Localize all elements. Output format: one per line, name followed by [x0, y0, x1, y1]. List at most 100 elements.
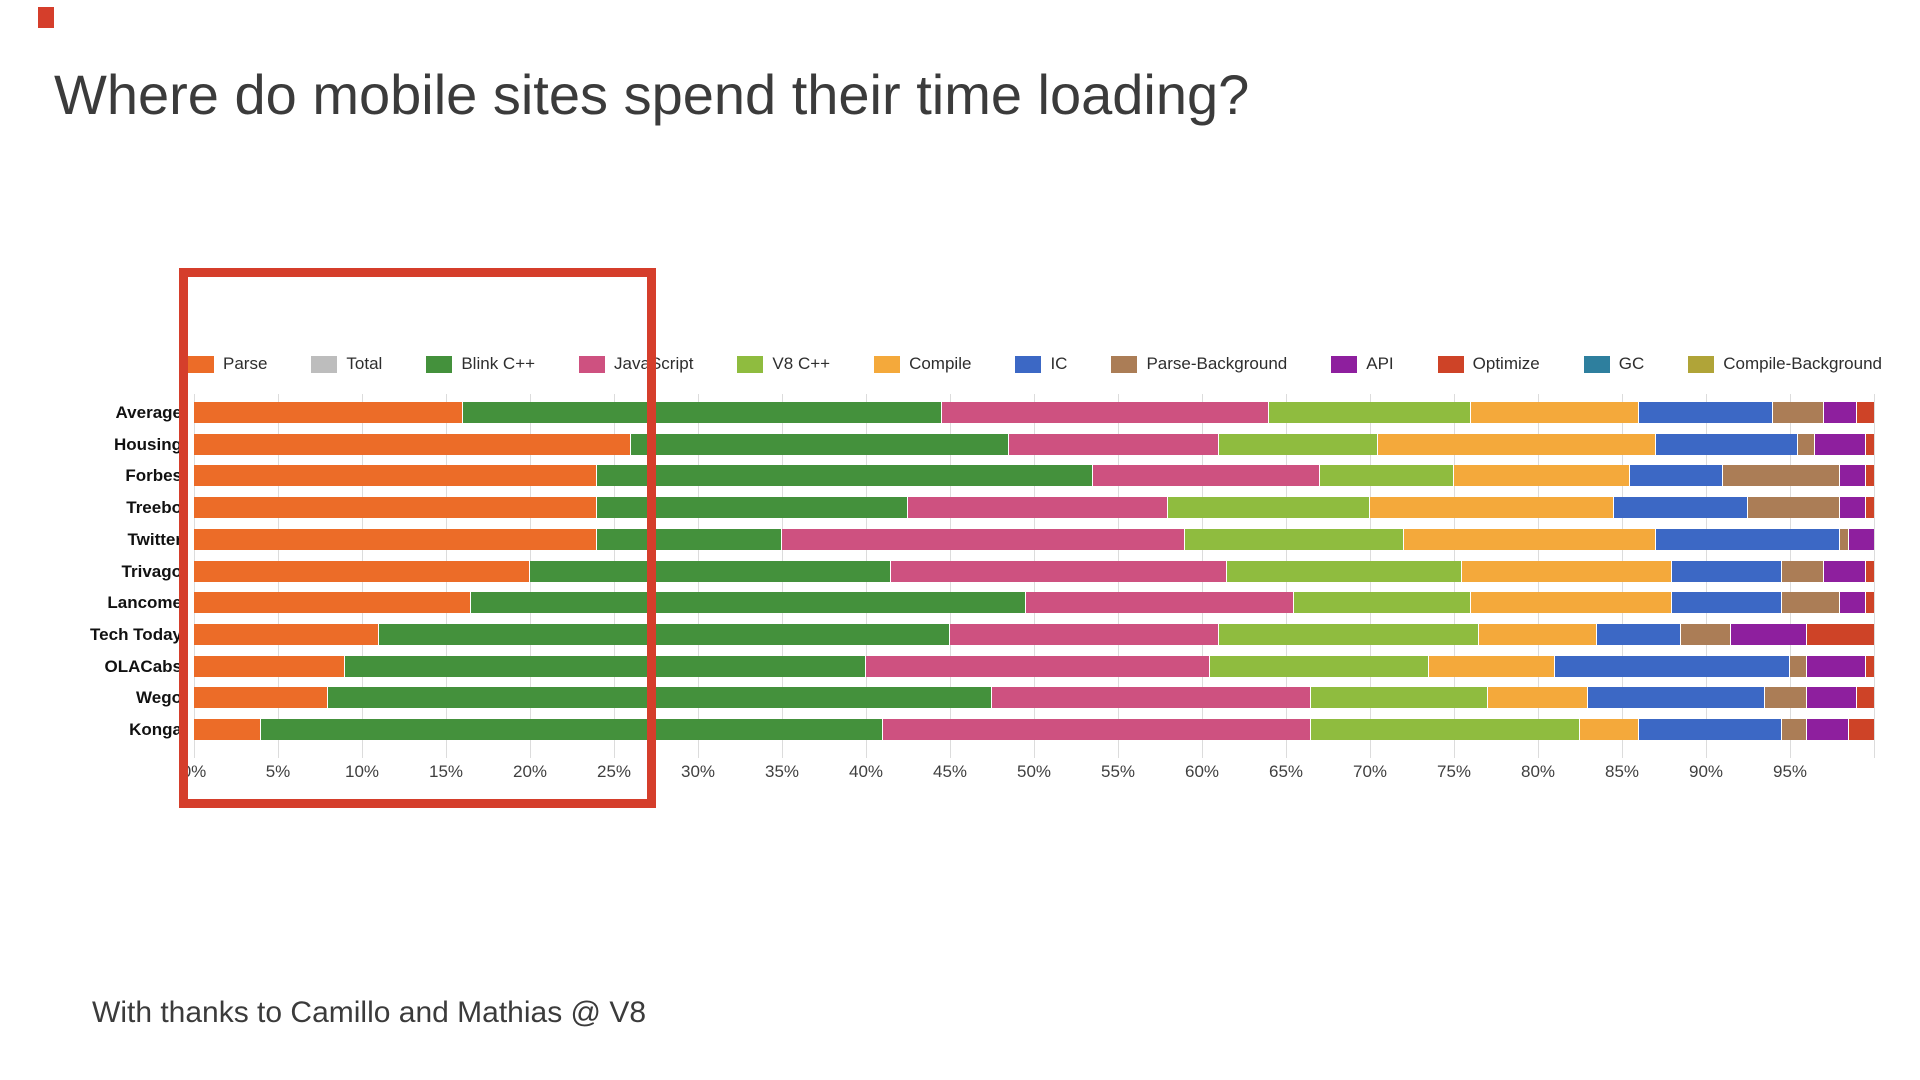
bar-segment-blink-c-	[471, 592, 1026, 613]
bar-segment-compile	[1470, 402, 1639, 423]
legend-item: V8 C++	[737, 354, 830, 374]
category-label: Tech Today	[90, 625, 182, 644]
bar-segment-parse-background	[1798, 434, 1816, 455]
bar-segment-compile	[1403, 529, 1656, 550]
category-label: Twitter	[127, 530, 182, 549]
legend-label: Compile-Background	[1723, 354, 1882, 373]
bar-segment-parse	[194, 592, 472, 613]
legend-label: Blink C++	[461, 354, 536, 373]
red-corner-mark	[38, 7, 54, 28]
bar-segment-v8-c-	[1218, 624, 1480, 645]
bar-segment-blink-c-	[597, 529, 782, 550]
legend-label: Parse	[223, 354, 268, 373]
category-label: Treebo	[126, 498, 182, 517]
bar-segment-api	[1848, 529, 1874, 550]
bar-segment-optimize	[1865, 656, 1874, 677]
x-axis-label: 10%	[344, 762, 380, 781]
legend-label: V8 C++	[772, 354, 831, 373]
stacked-bar	[194, 529, 1874, 550]
stacked-bar	[194, 561, 1874, 582]
bar-segment-optimize	[1857, 687, 1874, 708]
page-title: Where do mobile sites spend their time l…	[54, 63, 1250, 126]
bar-segment-optimize	[1806, 624, 1874, 645]
x-axis-label: 35%	[764, 762, 800, 781]
category-label: Konga	[129, 720, 182, 739]
bar-segment-compile	[1470, 592, 1673, 613]
bar-segment-v8-c-	[1185, 529, 1404, 550]
legend-swatch	[1111, 355, 1138, 373]
bar-segment-api	[1806, 687, 1858, 708]
bar-segment-ic	[1672, 592, 1782, 613]
x-axis-label: 20%	[512, 762, 548, 781]
legend-item: Parse	[188, 354, 267, 374]
bar-segment-ic	[1638, 402, 1774, 423]
bar-segment-parse-background	[1722, 465, 1841, 486]
red-highlight-box	[179, 268, 656, 808]
category-label: Housing	[114, 435, 182, 454]
bar-segment-javascript	[882, 719, 1312, 740]
bar-segment-v8-c-	[1269, 402, 1471, 423]
legend-swatch	[579, 355, 606, 373]
bar-segment-v8-c-	[1311, 687, 1488, 708]
bar-segment-v8-c-	[1168, 497, 1370, 518]
legend-label: Parse-Background	[1146, 354, 1288, 373]
legend-item: Blink C++	[426, 354, 535, 374]
chart-legend: Parse Total Blink C++ JavaScript V8 C++ Compi…	[188, 352, 1882, 376]
bar-segment-api	[1840, 497, 1866, 518]
bar-segment-parse	[194, 529, 598, 550]
category-label: Wego	[136, 688, 182, 707]
bar-segment-compile	[1453, 465, 1631, 486]
legend-swatch	[311, 355, 338, 373]
legend-label: IC	[1050, 354, 1068, 373]
x-axis-label: 85%	[1604, 762, 1640, 781]
bar-segment-javascript	[941, 402, 1270, 423]
legend-label: Optimize	[1472, 354, 1540, 373]
legend-item: IC	[1015, 354, 1067, 374]
bar-segment-v8-c-	[1294, 592, 1471, 613]
bar-segment-ic	[1655, 434, 1799, 455]
x-axis-label: 75%	[1436, 762, 1472, 781]
bar-segment-parse-background	[1781, 592, 1841, 613]
bar-segment-ic	[1588, 687, 1765, 708]
x-axis-label: 25%	[596, 762, 632, 781]
legend-swatch	[188, 355, 214, 373]
bar-segment-compile	[1428, 656, 1555, 677]
bar-segment-optimize	[1865, 465, 1874, 486]
legend-item: API	[1331, 354, 1394, 374]
bar-segment-blink-c-	[378, 624, 950, 645]
x-axis-label: 95%	[1772, 762, 1808, 781]
bar-segment-parse	[194, 561, 530, 582]
bar-segment-compile	[1487, 687, 1589, 708]
bar-segment-blink-c-	[530, 561, 892, 582]
bar-segment-compile	[1579, 719, 1639, 740]
x-axis-label: 45%	[932, 762, 968, 781]
x-axis-label: 40%	[848, 762, 884, 781]
stacked-bar	[194, 624, 1874, 645]
bar-segment-parse	[194, 687, 329, 708]
bar-segment-parse	[194, 719, 262, 740]
stacked-bar	[194, 497, 1874, 518]
x-axis-label: 90%	[1688, 762, 1724, 781]
legend-item: Compile	[874, 354, 971, 374]
bar-segment-ic	[1630, 465, 1723, 486]
bar-segment-parse	[194, 402, 463, 423]
bar-segment-javascript	[1025, 592, 1295, 613]
bar-segment-javascript	[781, 529, 1186, 550]
bar-segment-parse-background	[1747, 497, 1841, 518]
bar-segment-blink-c-	[597, 465, 1093, 486]
bar-segment-optimize	[1857, 402, 1874, 423]
bar-segment-optimize	[1865, 592, 1874, 613]
bar-segment-ic	[1613, 497, 1748, 518]
bar-segment-api	[1806, 656, 1866, 677]
bar-segment-parse-background	[1764, 687, 1807, 708]
bar-segment-optimize	[1865, 434, 1874, 455]
bar-segment-blink-c-	[462, 402, 942, 423]
category-label: OLACabs	[104, 657, 182, 676]
stacked-bar	[194, 402, 1874, 423]
bar-segment-javascript	[891, 561, 1228, 582]
stacked-bar	[194, 465, 1874, 486]
category-label: Forbes	[125, 466, 182, 485]
bar-segment-compile	[1479, 624, 1597, 645]
x-axis-label: 55%	[1100, 762, 1136, 781]
